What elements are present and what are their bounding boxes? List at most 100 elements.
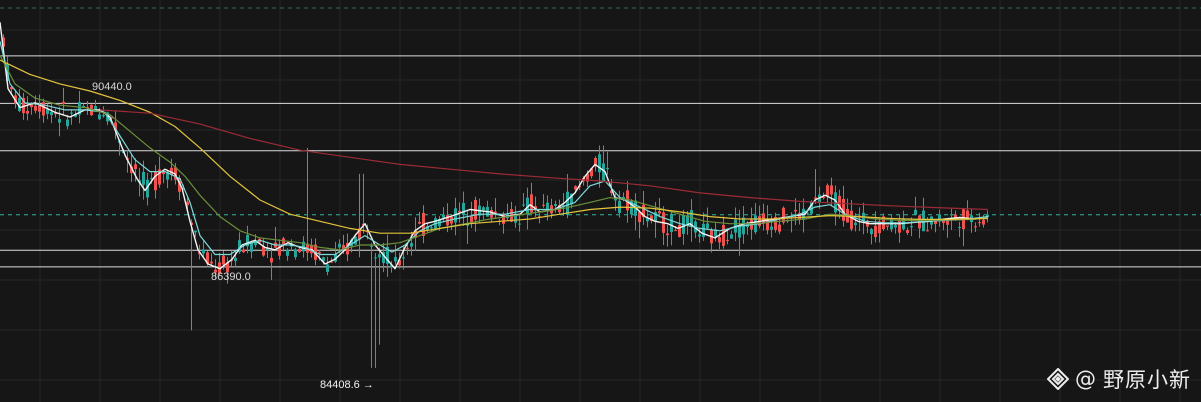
candle-body xyxy=(670,213,673,232)
candle-body xyxy=(410,243,413,247)
moving-average-lines xyxy=(0,22,989,270)
candle-body xyxy=(170,167,173,175)
candle-body xyxy=(794,209,797,212)
candle-body xyxy=(910,226,913,228)
candle-body xyxy=(390,264,393,268)
candle-body xyxy=(934,220,937,224)
at-symbol: @ xyxy=(1075,367,1097,391)
candle-body xyxy=(10,87,13,90)
candle-body xyxy=(806,212,809,214)
candle-body xyxy=(174,167,177,180)
candle-body xyxy=(330,261,333,263)
candle-body xyxy=(142,172,145,185)
candle-body xyxy=(626,190,629,211)
candle-body xyxy=(778,224,781,232)
candle-body xyxy=(726,239,729,241)
candle-body xyxy=(974,226,977,228)
candle-body xyxy=(546,202,549,211)
candle-body xyxy=(342,245,345,250)
candle-body xyxy=(114,122,117,131)
candle-body xyxy=(878,221,881,234)
ma-cyan-line xyxy=(0,41,989,256)
candle-body xyxy=(586,174,589,182)
candle-body xyxy=(18,97,21,112)
candle-body xyxy=(78,102,81,115)
candle-body xyxy=(598,154,601,173)
candle-body xyxy=(210,261,213,264)
candle-body xyxy=(678,224,681,237)
candle-body xyxy=(842,199,845,221)
candle-body xyxy=(874,225,877,238)
high-price-label: 90440.0 xyxy=(92,81,132,93)
candle-body xyxy=(406,247,409,249)
candle-body xyxy=(814,197,817,199)
candle-body xyxy=(978,222,981,224)
candle-body xyxy=(286,250,289,256)
candle-body xyxy=(338,243,341,248)
candle-body xyxy=(766,220,769,231)
candle-body xyxy=(430,227,433,229)
candle-body xyxy=(134,164,137,170)
candle-body xyxy=(698,234,701,237)
candle-body xyxy=(270,257,273,263)
candle-body xyxy=(610,190,613,194)
candle-body xyxy=(562,205,565,207)
candle-body xyxy=(514,213,517,223)
candle-body xyxy=(646,218,649,222)
candle-body xyxy=(594,158,597,167)
candle-body xyxy=(854,222,857,226)
candle-body xyxy=(914,209,917,215)
candle-body xyxy=(206,252,209,264)
diamond-logo-icon xyxy=(1047,368,1069,390)
author-watermark: @ 野原小新 xyxy=(1047,366,1191,392)
candle-body xyxy=(326,264,329,272)
candle-body xyxy=(614,198,617,201)
candle-body xyxy=(542,204,545,206)
candle-body xyxy=(986,214,989,218)
candle-body xyxy=(202,249,205,254)
candle-body xyxy=(654,211,657,222)
candle-body xyxy=(370,245,373,247)
candle-body xyxy=(378,254,381,258)
candle-body xyxy=(318,251,321,254)
candle-body xyxy=(714,229,717,237)
candle-body xyxy=(458,210,461,213)
candle-body xyxy=(982,219,985,225)
candle-body xyxy=(394,257,397,262)
candle-body xyxy=(54,113,57,115)
candle-body xyxy=(830,185,833,195)
candle-body xyxy=(86,106,89,108)
candle-body xyxy=(518,223,521,225)
candle-body xyxy=(602,163,605,181)
candle-body xyxy=(782,207,785,223)
candle-body xyxy=(538,216,541,218)
candle-body xyxy=(638,211,641,223)
candle-body xyxy=(686,215,689,225)
candle-body xyxy=(234,258,237,262)
candle-body xyxy=(110,117,113,119)
candle-body xyxy=(182,187,185,190)
candle-body xyxy=(926,230,929,232)
candle-body xyxy=(798,212,801,220)
candle-body xyxy=(502,214,505,224)
candle-body xyxy=(246,234,249,247)
candle-body xyxy=(242,249,245,253)
candle-body xyxy=(262,246,265,256)
candle-body xyxy=(570,193,573,205)
candle-body xyxy=(214,269,217,273)
ma-white-line xyxy=(0,22,989,270)
candle-body xyxy=(194,230,197,233)
candle-body xyxy=(826,185,829,197)
low-price-label: 86390.0 xyxy=(211,271,251,283)
candle-body xyxy=(358,228,361,240)
ma-red-line xyxy=(99,109,989,211)
candle-body xyxy=(254,240,257,246)
candle-body xyxy=(938,214,941,222)
candle-body xyxy=(850,210,853,230)
candle-body xyxy=(322,257,325,262)
candle-body xyxy=(26,110,29,114)
candle-body xyxy=(238,240,241,253)
candle-body xyxy=(298,249,301,253)
